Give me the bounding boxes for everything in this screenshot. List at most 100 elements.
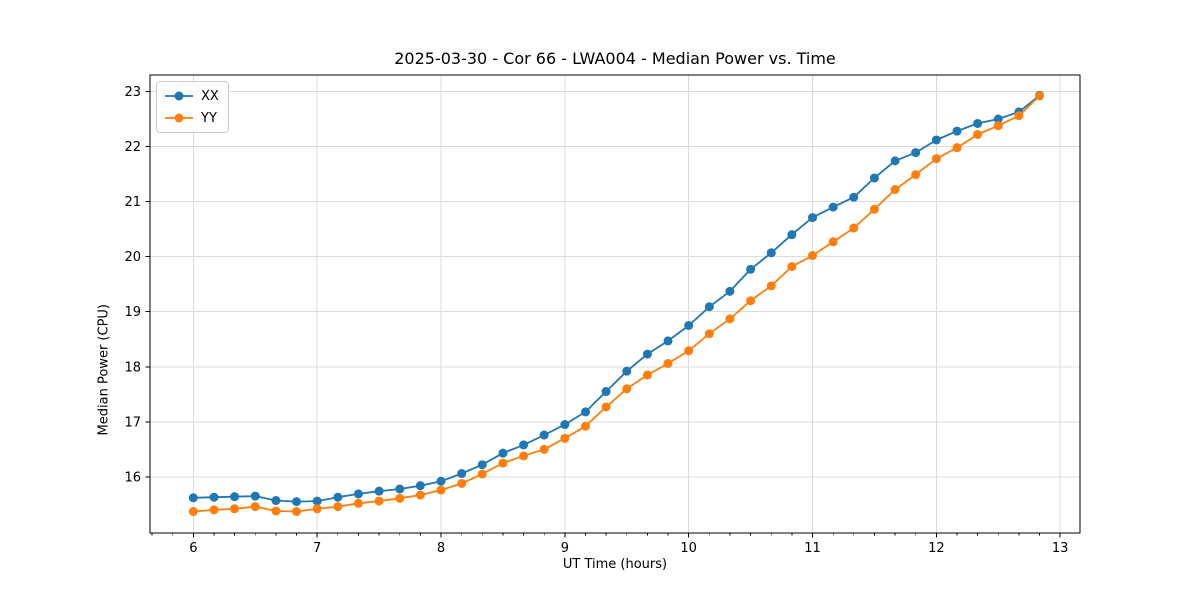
series-yy-marker [1014, 111, 1024, 121]
series-xx-marker [498, 448, 508, 458]
series-xx-line [192, 94, 1041, 503]
series-xx-marker [250, 491, 260, 501]
y-tick-label-23: 23 [124, 85, 141, 100]
x-tick-label-11: 11 [804, 541, 821, 556]
series-xx-marker [828, 202, 838, 212]
series-yy-marker [519, 451, 529, 461]
y-tick-label-21: 21 [124, 195, 141, 210]
series-yy-marker [560, 433, 570, 443]
series-xx-marker [312, 496, 322, 506]
x-tick-label-8: 8 [437, 541, 445, 556]
series-xx-marker [188, 493, 198, 503]
series-yy-marker [312, 504, 322, 514]
series-xx-marker [395, 484, 405, 494]
series-yy-marker [333, 502, 343, 512]
series-xx-marker [808, 213, 818, 223]
series-xx-marker [684, 320, 694, 330]
x-tick-label-13: 13 [1052, 541, 1069, 556]
y-tick-label-18: 18 [124, 360, 141, 375]
x-tick-label-7: 7 [313, 541, 321, 556]
series-yy-marker [808, 251, 818, 261]
series-xx-marker [457, 469, 467, 479]
series-yy-line [192, 95, 1041, 513]
series-xx-marker [725, 286, 735, 296]
series-yy-marker [188, 507, 198, 517]
series-yy-marker [684, 346, 694, 356]
legend: XX YY [156, 81, 229, 133]
y-tick-label-17: 17 [124, 415, 141, 430]
series-xx-marker [209, 492, 219, 502]
legend-label: XX [201, 88, 219, 104]
series-xx-marker [766, 248, 776, 258]
series-yy-marker [581, 421, 591, 431]
series-yy-marker [931, 154, 941, 164]
series-yy-marker [746, 296, 756, 306]
series-yy-marker [869, 204, 879, 214]
series-xx-marker [230, 492, 240, 502]
series-xx-marker [869, 173, 879, 183]
series-xx-marker [973, 118, 983, 128]
chart-title: 2025-03-30 - Cor 66 - LWA004 - Median Po… [394, 49, 836, 68]
series-yy-marker [952, 143, 962, 153]
series-yy-marker [395, 493, 405, 503]
legend-item-xx: XX [164, 87, 219, 105]
series-yy-marker [993, 121, 1003, 131]
legend-item-yy: YY [164, 109, 219, 127]
series-yy-marker [291, 507, 301, 517]
series-xx-marker [931, 135, 941, 145]
series-xx-marker [746, 264, 756, 274]
series-yy-marker [973, 129, 983, 139]
series-xx-marker [849, 192, 859, 202]
y-tick-label-22: 22 [124, 140, 141, 155]
series-yy-marker [250, 502, 260, 512]
series-xx-marker [477, 460, 487, 470]
series-xx-marker [519, 440, 529, 450]
series-xx-marker [890, 156, 900, 166]
series-yy-marker [374, 496, 384, 506]
y-tick-label-20: 20 [124, 250, 141, 265]
series-xx-marker [787, 230, 797, 240]
series-yy-marker [890, 185, 900, 194]
series-xx-marker [374, 486, 384, 496]
series-yy-marker [457, 478, 467, 488]
series-yy-marker [622, 384, 632, 394]
x-tick-label-9: 9 [561, 541, 569, 556]
y-tick-label-19: 19 [124, 305, 141, 320]
series-yy-marker [539, 444, 549, 454]
series-yy-marker [766, 281, 776, 291]
x-tick-label-6: 6 [189, 541, 197, 556]
series-yy-marker [271, 506, 281, 516]
series-yy-marker [415, 490, 425, 500]
x-tick-label-10: 10 [680, 541, 697, 556]
plot-border [149, 74, 1081, 534]
series-yy-marker [230, 504, 240, 514]
series-xx-marker [415, 481, 425, 491]
legend-line-marker-icon [165, 113, 193, 123]
series-xx-marker [911, 148, 921, 158]
series-yy-marker [209, 505, 219, 515]
series-xx-marker [291, 497, 301, 507]
y-tick-label-16: 16 [124, 470, 141, 485]
series-yy-marker [601, 402, 611, 412]
series-yy-marker [353, 498, 363, 508]
series-xx-marker [436, 476, 446, 486]
series-xx-marker [622, 366, 632, 376]
series-xx-marker [271, 496, 281, 506]
series-xx-marker [333, 492, 343, 502]
series-yy-marker [642, 370, 652, 380]
x-tick-label-12: 12 [928, 541, 945, 556]
series-xx-marker [601, 387, 611, 397]
series-xx-marker [539, 430, 549, 440]
series-yy-marker [704, 329, 714, 339]
series-xx-marker [642, 349, 652, 359]
series-yy-marker [849, 223, 859, 233]
series-yy-marker [911, 170, 921, 180]
series-yy-marker [1035, 91, 1045, 101]
x-axis-label: UT Time (hours) [562, 557, 668, 572]
series-xx-marker [663, 336, 673, 346]
series-yy-marker [498, 458, 508, 468]
series-yy-marker [477, 469, 487, 479]
series-yy-marker [663, 358, 673, 368]
